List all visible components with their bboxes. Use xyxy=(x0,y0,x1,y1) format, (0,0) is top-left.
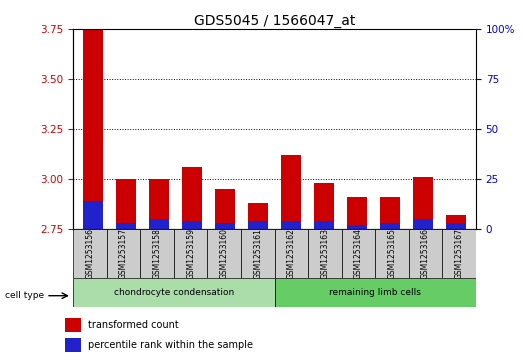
Bar xyxy=(342,229,375,278)
Bar xyxy=(446,223,466,229)
Bar xyxy=(446,215,466,229)
Text: GSM1253158: GSM1253158 xyxy=(153,228,162,279)
Bar xyxy=(275,229,308,278)
Text: transformed count: transformed count xyxy=(88,320,179,330)
Bar xyxy=(215,189,235,229)
Bar xyxy=(380,197,400,229)
Bar xyxy=(73,229,107,278)
Bar xyxy=(182,167,202,229)
Bar xyxy=(308,229,342,278)
Bar xyxy=(116,223,136,229)
Bar xyxy=(314,183,334,229)
Bar xyxy=(140,229,174,278)
Bar xyxy=(347,197,367,229)
Text: GSM1253156: GSM1253156 xyxy=(85,228,95,279)
Text: GSM1253166: GSM1253166 xyxy=(421,228,430,279)
Text: GSM1253167: GSM1253167 xyxy=(454,228,464,279)
Bar xyxy=(174,229,208,278)
Bar xyxy=(275,278,476,307)
Text: GSM1253164: GSM1253164 xyxy=(354,228,363,279)
Bar xyxy=(347,225,367,229)
Text: percentile rank within the sample: percentile rank within the sample xyxy=(88,340,253,350)
Bar xyxy=(442,229,476,278)
Bar xyxy=(281,155,301,229)
Bar xyxy=(413,219,433,229)
Bar xyxy=(73,278,275,307)
Bar xyxy=(375,229,409,278)
Bar xyxy=(208,229,241,278)
Bar xyxy=(413,177,433,229)
Text: GSM1253157: GSM1253157 xyxy=(119,228,128,279)
Bar xyxy=(149,219,169,229)
Bar xyxy=(380,223,400,229)
Bar xyxy=(241,229,275,278)
Bar xyxy=(281,221,301,229)
Bar xyxy=(215,223,235,229)
Text: cell type: cell type xyxy=(5,291,44,300)
Bar xyxy=(83,29,103,229)
Bar xyxy=(182,221,202,229)
Text: remaining limb cells: remaining limb cells xyxy=(329,288,421,297)
Bar xyxy=(107,229,140,278)
Text: GSM1253161: GSM1253161 xyxy=(253,228,263,279)
Text: chondrocyte condensation: chondrocyte condensation xyxy=(114,288,234,297)
Bar xyxy=(409,229,442,278)
Bar xyxy=(116,179,136,229)
Bar xyxy=(65,318,81,332)
Bar xyxy=(248,221,268,229)
Bar xyxy=(248,203,268,229)
Text: GSM1253163: GSM1253163 xyxy=(321,228,329,279)
Bar xyxy=(65,338,81,352)
Text: GSM1253165: GSM1253165 xyxy=(388,228,396,279)
Text: GSM1253162: GSM1253162 xyxy=(287,228,296,279)
Bar xyxy=(149,179,169,229)
Bar xyxy=(83,201,103,229)
Text: GSM1253159: GSM1253159 xyxy=(186,228,195,279)
Text: GSM1253160: GSM1253160 xyxy=(220,228,229,279)
Title: GDS5045 / 1566047_at: GDS5045 / 1566047_at xyxy=(194,14,355,28)
Bar xyxy=(314,221,334,229)
